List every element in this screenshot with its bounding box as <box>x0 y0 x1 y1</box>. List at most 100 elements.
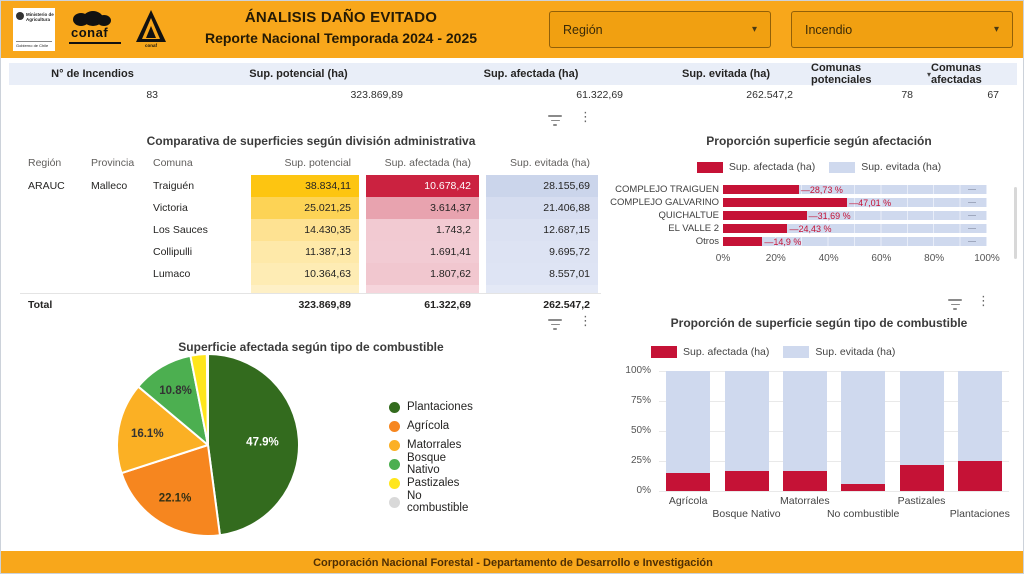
hbar-afectada-bar[interactable] <box>723 211 807 220</box>
kpi-value-row: 83 323.869,89 61.322,69 262.547,2 78 67 <box>9 85 1017 105</box>
pie-legend-dot <box>389 420 400 432</box>
hbar-evitada-bar[interactable] <box>723 224 987 233</box>
cols-afectada-bar-Pastizales[interactable] <box>899 464 944 491</box>
pie-legend-label: Matorrales <box>407 439 462 451</box>
cols-afectada-bar-Agrícola[interactable] <box>666 473 711 491</box>
report-title-line2: Reporte Nacional Temporada 2024 - 2025 <box>204 30 478 46</box>
table-cell-potencial: 38.834,11 <box>251 175 359 197</box>
table-strip <box>251 285 359 293</box>
kpi-header-1[interactable]: Sup. potencial (ha) <box>249 68 348 80</box>
cols-afectada-bar-Matorrales[interactable] <box>782 471 827 491</box>
table-col-header[interactable]: Sup. potencial <box>284 157 351 169</box>
table-total-value: 323.869,89 <box>298 299 351 311</box>
more-options-icon[interactable]: ⋮ <box>579 109 592 124</box>
cols-afectada-bar-Bosque Nativo[interactable] <box>724 470 769 491</box>
triangle-icon <box>136 10 166 42</box>
cols-x-label: Plantaciones <box>949 508 1010 520</box>
conaf-wordmark: conaf <box>71 25 109 40</box>
table-col-header[interactable]: Sup. afectada (ha) <box>384 157 471 169</box>
hbar-value-label: —28,73 % <box>800 185 843 195</box>
pie-slice-No combustible[interactable] <box>205 353 209 446</box>
pie-legend-dot <box>389 458 400 470</box>
ministerio-label: Ministerio de Agricultura <box>26 12 54 22</box>
kpi-header-5[interactable]: Comunas afectadas <box>931 62 982 86</box>
report-title-line1: ÁNALISIS DAÑO EVITADO <box>244 9 438 26</box>
table-total-value: 262.547,2 <box>543 299 590 311</box>
kpi-header-4[interactable]: Comunas potenciales ▾ <box>811 62 931 86</box>
hbar-value-label: —31,69 % <box>808 211 851 221</box>
gobierno-de-chile-logo: Ministerio de Agricultura Gobierno de Ch… <box>13 8 55 51</box>
gridline <box>659 491 1009 492</box>
table-total-value: 61.322,69 <box>424 299 471 311</box>
scrollbar[interactable] <box>1014 187 1017 259</box>
hbar-category-label: EL VALLE 2 <box>668 223 719 234</box>
table-col-header[interactable]: Comuna <box>153 157 193 169</box>
cols-evitada-bar-Matorrales[interactable] <box>782 371 827 472</box>
gridline <box>659 371 1009 372</box>
hbar-end-dash <box>968 227 976 229</box>
cols-x-label: Bosque Nativo <box>712 508 781 520</box>
region-filter-dropdown[interactable]: Región ▾ <box>549 11 771 48</box>
hbar-evitada-bar[interactable] <box>723 237 987 246</box>
table-col-header[interactable]: Provincia <box>91 157 135 169</box>
pie-slice-label: 22.1% <box>159 492 192 504</box>
cols-evitada-bar-Agrícola[interactable] <box>666 371 711 473</box>
cols-evitada-bar-Pastizales[interactable] <box>899 371 944 465</box>
hbar-value-label: —14,9 % <box>764 237 802 247</box>
pie-slice-label: 10.8% <box>159 385 192 397</box>
pie-legend-item-Plantaciones: Plantaciones <box>389 400 473 414</box>
hbar-afectada-bar[interactable] <box>723 224 788 233</box>
cols-evitada-bar-No combustible[interactable] <box>841 371 886 485</box>
kpi-value-4: 78 <box>901 89 913 101</box>
hbar-evitada-bar[interactable] <box>723 185 987 194</box>
chevron-down-icon: ▾ <box>751 24 757 35</box>
hbar-afectada-bar[interactable] <box>723 185 799 194</box>
table-strip <box>486 285 598 293</box>
incendio-filter-label: Incendio <box>805 22 853 37</box>
table-cell-potencial: 14.430,35 <box>251 219 359 241</box>
pie-slice-label: 47.9% <box>246 436 279 448</box>
cols-afectada-bar-No combustible[interactable] <box>841 484 886 491</box>
kpi-header-0[interactable]: N° de Incendios <box>51 68 134 80</box>
kpi-value-2: 61.322,69 <box>576 89 623 101</box>
gridline <box>659 461 1009 462</box>
hbar-x-tick: 100% <box>974 253 1000 264</box>
table-cell-comuna: Collipulli <box>153 246 193 258</box>
pie-legend-label: No combustible <box>407 490 469 514</box>
table-cell-provincia: Malleco <box>91 180 128 192</box>
table-col-header[interactable]: Región <box>28 157 62 169</box>
pie-slice-Agrícola[interactable] <box>120 444 221 537</box>
hbar-category-label: Otros <box>695 236 719 247</box>
kpi-header-3[interactable]: Sup. evitada (ha) <box>681 68 771 80</box>
pie-slice-Matorrales[interactable] <box>116 385 209 475</box>
legend-swatch-red <box>651 346 677 358</box>
filter-icon[interactable] <box>947 299 963 310</box>
pie-slice-Plantaciones[interactable] <box>207 353 300 537</box>
report-title: ÁNALISIS DAÑO EVITADO Reporte Nacional T… <box>191 8 491 48</box>
hbar-afectada-bar[interactable] <box>723 198 848 207</box>
kpi-header-2[interactable]: Sup. afectada (ha) <box>483 68 579 80</box>
hbar-evitada-bar[interactable] <box>723 198 987 207</box>
kpi-header-row: N° de Incendios Sup. potencial (ha) Sup. a… <box>9 62 1017 86</box>
cols-y-tick: 75% <box>630 395 651 406</box>
filter-icon[interactable] <box>547 115 563 126</box>
cols-evitada-bar-Plantaciones[interactable] <box>957 371 1002 461</box>
cols-afectada-bar-Plantaciones[interactable] <box>957 461 1002 491</box>
conaf-logo: conaf <box>67 11 125 51</box>
hbar-category-label: COMPLEJO TRAIGUEN <box>615 184 719 195</box>
hbar-afectada-bar[interactable] <box>723 237 763 246</box>
hbar-category-label: QUICHALTUE <box>658 210 719 221</box>
hbar-evitada-bar[interactable] <box>723 211 987 220</box>
filter-icon[interactable] <box>547 319 563 330</box>
pie-legend-dot <box>389 401 400 413</box>
incendio-filter-dropdown[interactable]: Incendio ▾ <box>791 11 1013 48</box>
chevron-down-icon: ▾ <box>993 24 999 35</box>
pie-legend-label: Plantaciones <box>407 401 473 413</box>
more-options-icon[interactable]: ⋮ <box>579 313 592 328</box>
table-total-label: Total <box>28 299 53 311</box>
hbar-value-label: —24,43 % <box>789 224 832 234</box>
more-options-icon[interactable]: ⋮ <box>977 293 990 308</box>
cols-evitada-bar-Bosque Nativo[interactable] <box>724 371 769 471</box>
table-col-header[interactable]: Sup. evitada (ha) <box>510 157 590 169</box>
